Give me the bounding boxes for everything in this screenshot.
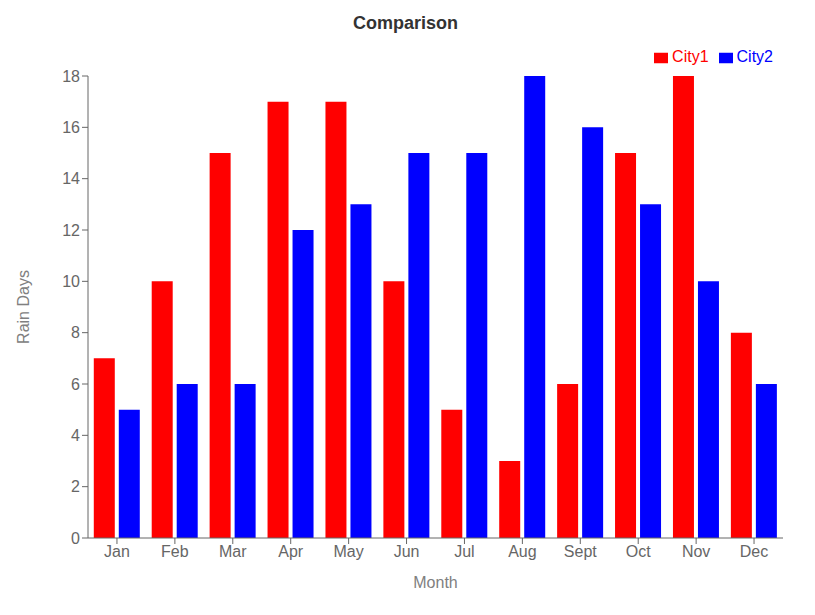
svg-text:Month: Month: [413, 574, 457, 591]
svg-text:12: 12: [62, 222, 80, 239]
html-text:Comparison: Comparison: [353, 13, 458, 33]
svg-text:6: 6: [71, 376, 80, 393]
svg-text:16: 16: [62, 119, 80, 136]
svg-text:Mar: Mar: [219, 543, 247, 560]
svg-text:Sept: Sept: [564, 543, 597, 560]
svg-text:Aug: Aug: [508, 543, 536, 560]
svg-text:Rain Days: Rain Days: [15, 270, 32, 344]
svg-text:Jun: Jun: [394, 543, 420, 560]
svg-text:8: 8: [71, 324, 80, 341]
svg-text:Jan: Jan: [104, 543, 130, 560]
svg-text:10: 10: [62, 273, 80, 290]
svg-text:Dec: Dec: [740, 543, 768, 560]
svg-text:Feb: Feb: [161, 543, 189, 560]
html-text:City1: City1: [672, 48, 709, 65]
svg-text:Apr: Apr: [278, 543, 304, 560]
svg-text:0: 0: [71, 530, 80, 547]
html-text:City2: City2: [736, 48, 773, 65]
svg-text:May: May: [334, 543, 364, 560]
svg-text:18: 18: [62, 68, 80, 85]
svg-text:Jul: Jul: [454, 543, 474, 560]
svg-text:Nov: Nov: [682, 543, 710, 560]
svg-text:Oct: Oct: [626, 543, 651, 560]
svg-text:2: 2: [71, 478, 80, 495]
svg-text:4: 4: [71, 427, 80, 444]
svg-text:14: 14: [62, 170, 80, 187]
